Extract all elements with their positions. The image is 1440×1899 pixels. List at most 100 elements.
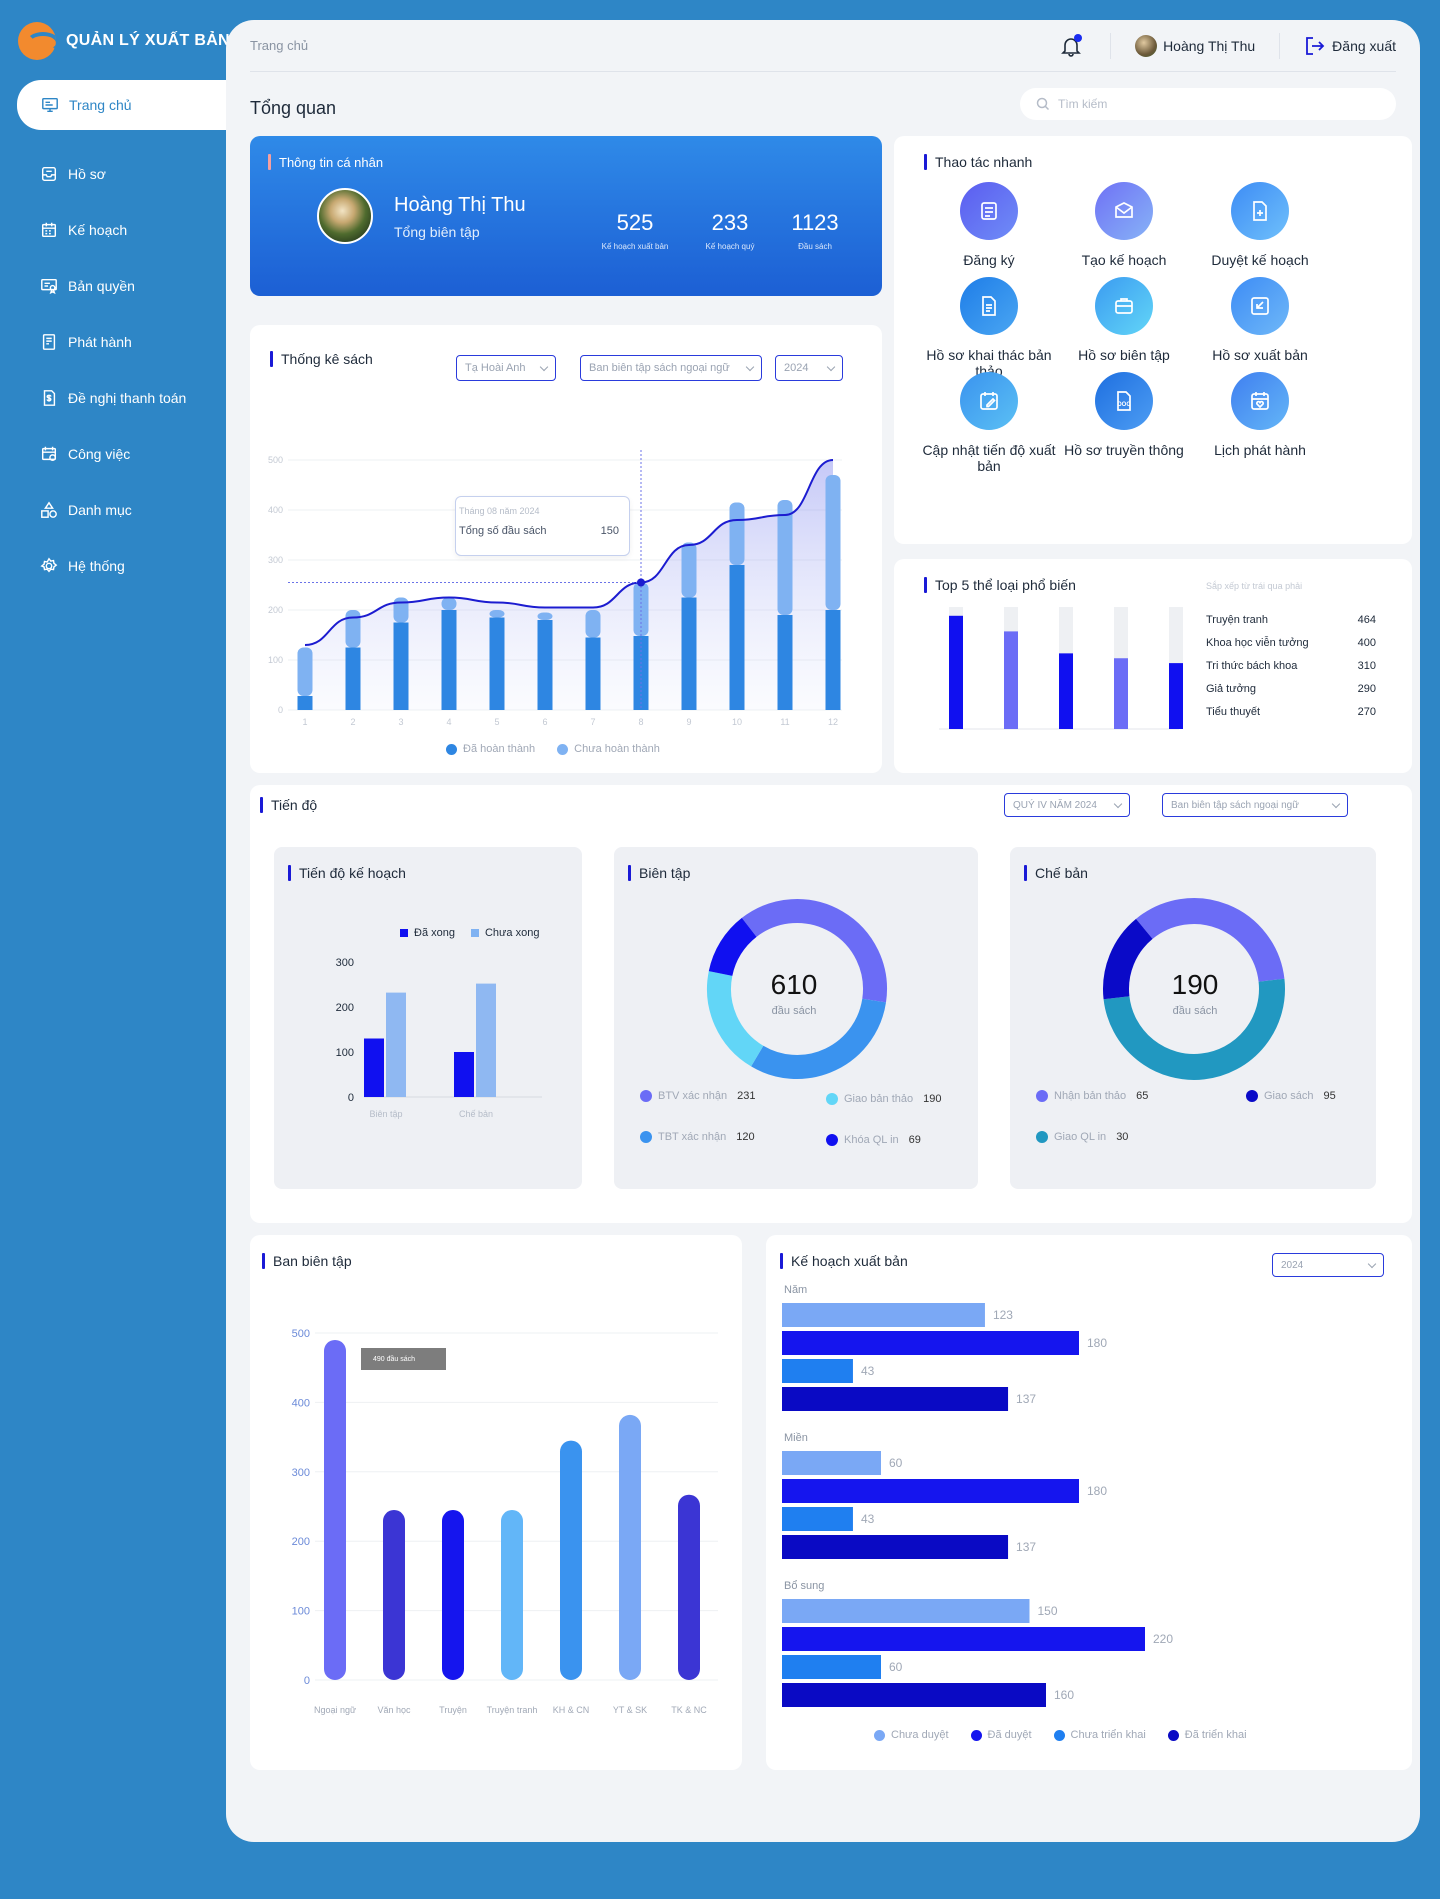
app-logo[interactable]: QUẢN LÝ XUẤT BẢN [18, 22, 230, 60]
filter-year-select[interactable]: 2024 [775, 355, 843, 381]
bar-done[interactable] [393, 622, 409, 711]
donut-segment[interactable] [751, 998, 887, 1079]
board-bar[interactable] [560, 1440, 582, 1680]
bar-not-done[interactable] [633, 582, 649, 637]
bar-done[interactable] [585, 637, 601, 711]
quick-action-register[interactable]: Đăng ký [914, 182, 1064, 268]
board-select[interactable]: Ban biên tập sách ngoại ngữ [1162, 793, 1348, 817]
filter-editor-select[interactable]: Tạ Hoài Anh [456, 355, 556, 381]
legend-pending[interactable]: Chưa duyệt [874, 1729, 949, 1741]
bar-not-done[interactable] [489, 610, 505, 618]
user-menu[interactable]: Hoàng Thị Thu [1110, 32, 1281, 59]
plan-bar[interactable] [782, 1507, 853, 1531]
bar-not-done[interactable] [825, 475, 841, 610]
genre-bar[interactable] [1169, 663, 1183, 729]
plan-bar[interactable] [782, 1683, 1046, 1707]
hover-point[interactable] [637, 578, 645, 587]
bar-not-done[interactable] [585, 610, 601, 638]
search-input[interactable] [1058, 97, 1358, 111]
briefcase-icon [1115, 298, 1133, 314]
legend-not-deployed[interactable]: Chưa triển khai [1053, 1729, 1146, 1741]
legend-not-done[interactable]: Chưa hoàn thành [557, 743, 660, 755]
legend-done[interactable]: Đã hoàn thành [446, 743, 535, 755]
genre-bar[interactable] [949, 615, 963, 729]
donut-segment[interactable] [1103, 918, 1153, 1000]
sidebar-item-tasks[interactable]: Công việc [0, 430, 226, 478]
quick-action-file-add[interactable]: Duyệt kế hoạch [1185, 182, 1335, 268]
bar-done[interactable] [777, 615, 793, 710]
bar-not-done[interactable] [537, 612, 553, 621]
bar-not-done[interactable] [777, 500, 793, 615]
quick-action-document[interactable]: Hồ sơ khai thác bản thảo [914, 277, 1064, 379]
board-bar[interactable] [324, 1339, 346, 1680]
bar-done[interactable] [454, 1052, 474, 1097]
sidebar-item-home[interactable]: Trang chủ [17, 80, 226, 130]
sidebar-item-profile[interactable]: Hồ sơ [0, 150, 226, 198]
genre-bar[interactable] [1059, 653, 1073, 729]
quick-action-export[interactable]: Hồ sơ xuất bản [1185, 277, 1335, 363]
bar-not-done[interactable] [393, 597, 409, 623]
sidebar-item-payment[interactable]: Đề nghị thanh toán [0, 374, 226, 422]
quick-action-mail[interactable]: Tạo kế hoạch [1049, 182, 1199, 268]
bar-not-done[interactable] [441, 597, 457, 611]
board-bar[interactable] [501, 1509, 523, 1680]
sidebar-item-system[interactable]: Hệ thống [0, 542, 226, 590]
plan-bar[interactable] [782, 1479, 1079, 1503]
bar-done[interactable] [441, 610, 457, 710]
bar-done[interactable] [537, 620, 553, 710]
donut-segment[interactable] [1103, 978, 1285, 1080]
plan-bar[interactable] [782, 1599, 1030, 1623]
bar-not-done[interactable] [729, 502, 745, 566]
bar-not-done[interactable] [476, 983, 496, 1097]
bar-done[interactable] [489, 617, 505, 711]
donut-segment[interactable] [708, 917, 757, 977]
bar-done[interactable] [345, 647, 361, 711]
quick-action-calendar-heart[interactable]: Lịch phát hành [1185, 372, 1335, 458]
plan-bar[interactable] [782, 1387, 1009, 1411]
legend-approved[interactable]: Đã duyệt [970, 1729, 1032, 1741]
sidebar-item-plan[interactable]: Kế hoạch [0, 206, 226, 254]
plan-bar[interactable] [782, 1359, 853, 1383]
breadcrumb[interactable]: Trang chủ [250, 38, 309, 53]
quick-action-doc-file[interactable]: DOC Hồ sơ truyền thông [1049, 372, 1199, 458]
genre-bar[interactable] [1004, 631, 1018, 729]
bar-not-done[interactable] [681, 542, 697, 598]
logout-button[interactable]: Đăng xuất [1280, 35, 1396, 57]
board-bar[interactable] [678, 1494, 700, 1680]
bar-done[interactable] [297, 696, 313, 710]
search-box[interactable] [1020, 88, 1396, 120]
bar-done[interactable] [633, 636, 649, 710]
bar-not-done[interactable] [345, 610, 361, 648]
bar-not-done[interactable] [386, 992, 406, 1097]
genre-bar[interactable] [1114, 658, 1128, 729]
plan-bar[interactable] [782, 1535, 1009, 1559]
x-tick-label: 2 [350, 717, 355, 727]
donut-segment[interactable] [1136, 898, 1285, 983]
plan-bar[interactable] [782, 1655, 881, 1679]
plan-bar[interactable] [782, 1331, 1079, 1355]
quarter-select[interactable]: QUÝ IV NĂM 2024 [1004, 793, 1130, 817]
notification-button[interactable] [1056, 31, 1086, 61]
board-bar[interactable] [442, 1509, 464, 1680]
donut-segment[interactable] [707, 971, 764, 1067]
legend-deployed[interactable]: Đã triển khai [1167, 1729, 1247, 1741]
quick-action-edit-calendar[interactable]: Cập nhật tiến độ xuất bản [914, 372, 1064, 474]
sidebar-item-distribution[interactable]: Phát hành [0, 318, 226, 366]
quick-action-briefcase[interactable]: Hồ sơ biên tập [1049, 277, 1199, 363]
publish-year-select[interactable]: 2024 [1272, 1253, 1384, 1277]
sidebar-item-category[interactable]: Danh mục [0, 486, 226, 534]
bar-done[interactable] [364, 1038, 384, 1098]
sidebar-item-copyright[interactable]: Bản quyền [0, 262, 226, 310]
bar-done[interactable] [729, 565, 745, 710]
bar-not-done[interactable] [297, 647, 313, 697]
bar-done[interactable] [825, 610, 841, 710]
register-icon [981, 202, 997, 220]
plan-bar[interactable] [782, 1627, 1145, 1651]
plan-bar[interactable] [782, 1451, 881, 1475]
donut-segment[interactable] [741, 899, 887, 1003]
filter-board-select[interactable]: Ban biên tập sách ngoại ngữ [580, 355, 762, 381]
board-bar[interactable] [619, 1414, 641, 1680]
bar-done[interactable] [681, 597, 697, 711]
plan-bar[interactable] [782, 1303, 985, 1327]
board-bar[interactable] [383, 1509, 405, 1680]
